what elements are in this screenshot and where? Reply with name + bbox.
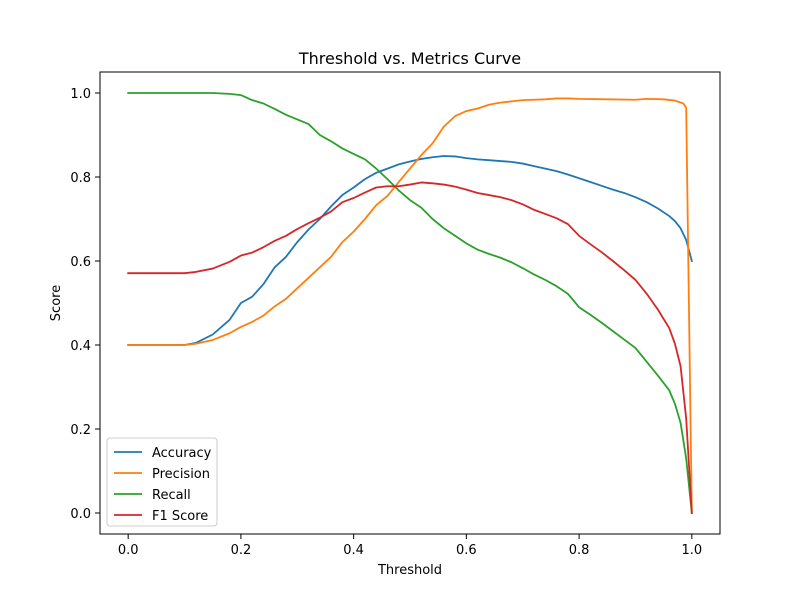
y-tick-label: 0.8 [70, 171, 91, 186]
x-tick-label: 0.4 [343, 543, 364, 558]
axes-frame [99, 71, 721, 535]
legend-label-accuracy: Accuracy [152, 446, 212, 461]
series-line-precision [127, 97, 693, 514]
x-tick-label: 0.2 [231, 543, 252, 558]
y-tick-label: 0.4 [70, 339, 91, 354]
x-tick-label: 0.6 [456, 543, 477, 558]
series-line-accuracy [127, 155, 693, 346]
y-tick-label: 0.0 [70, 507, 91, 522]
legend-box [106, 437, 218, 527]
series-layer [127, 92, 693, 514]
legend: Accuracy Precision Recall F1 Score [106, 437, 218, 527]
y-tick-label: 1.0 [70, 87, 91, 102]
x-tick-label: 0.0 [118, 543, 139, 558]
legend-label-precision: Precision [152, 467, 210, 482]
y-axis: 0.0 0.2 0.4 0.6 0.8 1.0 [70, 87, 100, 522]
series-line-recall [127, 92, 693, 514]
x-tick-label: 1.0 [681, 543, 702, 558]
series-line-f1-score [127, 181, 693, 514]
y-axis-label: Score [49, 285, 64, 321]
x-tick-label: 0.8 [569, 543, 590, 558]
legend-label-f1-score: F1 Score [152, 509, 208, 524]
y-tick-label: 0.2 [70, 423, 91, 438]
y-tick-label: 0.6 [70, 255, 91, 270]
x-axis: 0.0 0.2 0.4 0.6 0.8 1.0 [118, 534, 702, 558]
x-axis-label: Threshold [377, 563, 442, 578]
legend-label-recall: Recall [152, 488, 191, 503]
chart-title: Threshold vs. Metrics Curve [298, 49, 521, 68]
axes-spines [99, 71, 721, 535]
